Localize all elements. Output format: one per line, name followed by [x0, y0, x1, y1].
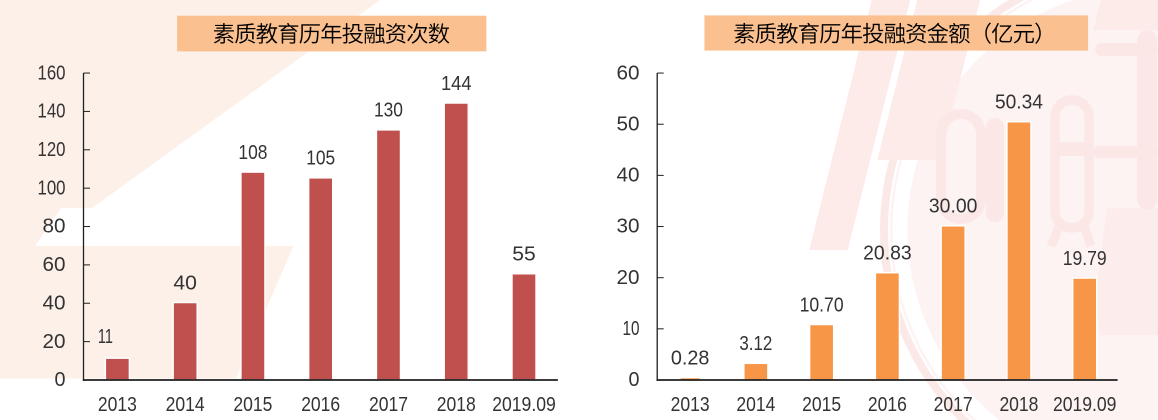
svg-text:120: 120: [38, 139, 66, 161]
svg-text:50.34: 50.34: [995, 92, 1043, 114]
svg-text:10: 10: [623, 318, 640, 340]
svg-text:100: 100: [38, 177, 66, 199]
svg-text:40: 40: [173, 272, 197, 294]
svg-text:50: 50: [617, 113, 640, 135]
svg-text:0: 0: [55, 369, 66, 391]
svg-text:20: 20: [43, 331, 66, 353]
svg-text:160: 160: [38, 62, 66, 84]
svg-text:19.79: 19.79: [1063, 248, 1107, 270]
svg-text:2014: 2014: [736, 394, 775, 416]
svg-text:2013: 2013: [671, 394, 710, 416]
svg-text:0: 0: [629, 369, 640, 391]
svg-text:2015: 2015: [233, 394, 272, 416]
svg-text:2017: 2017: [369, 394, 408, 416]
svg-text:20.83: 20.83: [863, 243, 912, 265]
svg-text:55: 55: [512, 244, 536, 266]
svg-text:10.70: 10.70: [800, 294, 844, 316]
svg-text:2019.09: 2019.09: [492, 394, 556, 416]
svg-text:2013: 2013: [98, 394, 137, 416]
svg-text:105: 105: [306, 148, 335, 170]
svg-text:30: 30: [617, 216, 640, 238]
svg-text:40: 40: [43, 292, 66, 314]
svg-text:2018: 2018: [437, 394, 476, 416]
svg-text:80: 80: [43, 216, 66, 238]
svg-text:2016: 2016: [301, 394, 340, 416]
svg-text:2016: 2016: [868, 394, 907, 416]
svg-text:144: 144: [441, 73, 472, 95]
svg-text:60: 60: [43, 254, 66, 276]
svg-text:108: 108: [238, 142, 267, 164]
svg-text:40: 40: [617, 165, 640, 187]
svg-text:2017: 2017: [934, 394, 973, 416]
svg-text:30.00: 30.00: [929, 196, 978, 218]
svg-text:2015: 2015: [802, 394, 841, 416]
svg-text:2018: 2018: [999, 394, 1038, 416]
svg-text:20: 20: [617, 267, 640, 289]
svg-text:2019.09: 2019.09: [1053, 394, 1117, 416]
svg-text:11: 11: [98, 326, 113, 348]
svg-text:3.12: 3.12: [739, 333, 772, 355]
svg-text:140: 140: [38, 101, 66, 123]
svg-text:60: 60: [617, 62, 640, 84]
svg-text:2014: 2014: [166, 394, 205, 416]
svg-text:130: 130: [374, 100, 403, 122]
svg-text:0.28: 0.28: [671, 348, 710, 370]
